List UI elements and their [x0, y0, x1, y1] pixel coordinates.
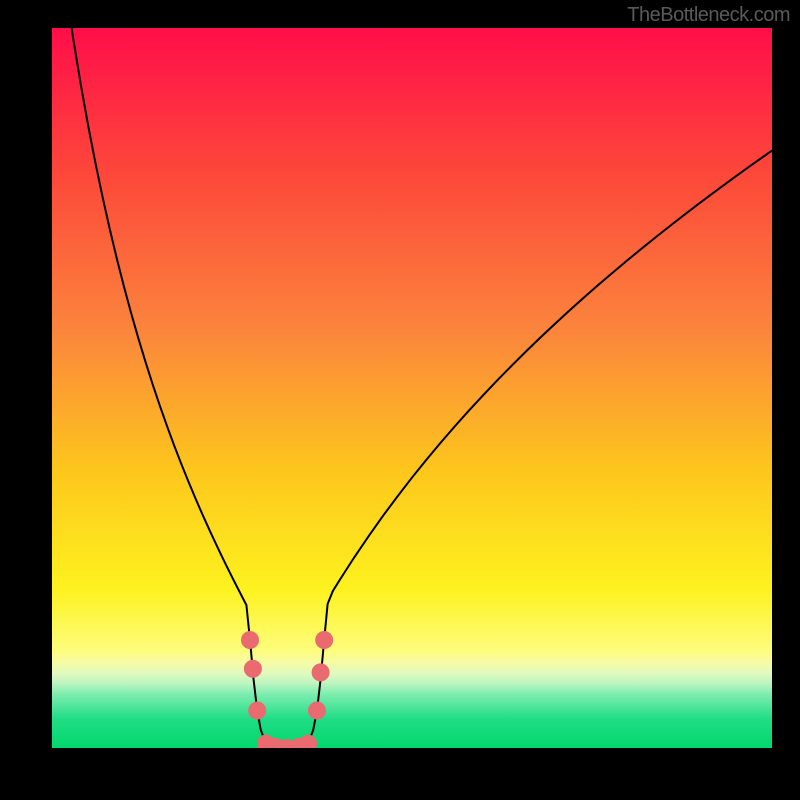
curve-svg — [52, 28, 772, 748]
curve-marker — [316, 632, 333, 649]
chart-plot-area — [52, 28, 772, 748]
curve-marker — [312, 664, 329, 681]
curve-marker — [249, 702, 266, 719]
curve-marker — [242, 632, 259, 649]
curve-marker — [244, 660, 261, 677]
curve-marker — [300, 735, 317, 748]
bottleneck-curve — [52, 28, 772, 748]
curve-marker — [308, 702, 325, 719]
watermark-text: TheBottleneck.com — [627, 4, 790, 27]
